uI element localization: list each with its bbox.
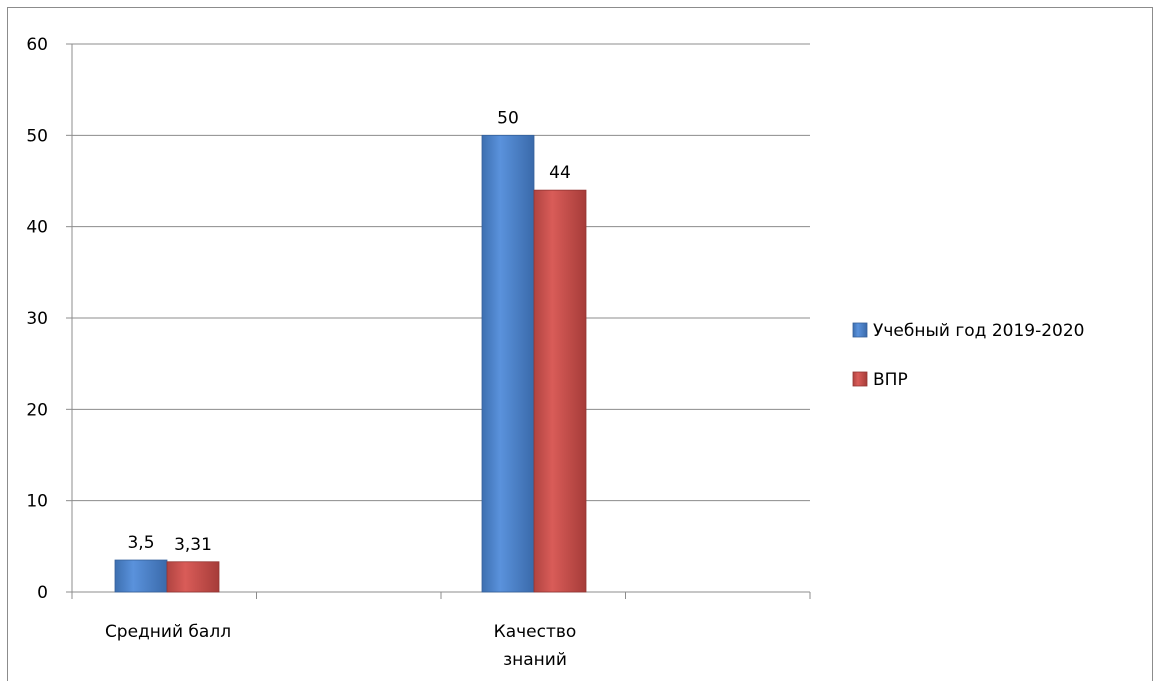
data-label: 44: [549, 163, 571, 183]
legend-swatch-vpr: [852, 371, 868, 387]
bar-vpr-0: [166, 561, 220, 593]
labels: 0 10 20 30 40 50 60 3,5 3,31 Средний балл 50 44 Каче…: [26, 35, 576, 670]
y-tick-label: 10: [26, 492, 48, 512]
legend: Учебный год 2019-2020 ВПР: [852, 321, 1085, 390]
y-tick-label: 60: [26, 35, 48, 55]
data-label: 3,5: [127, 533, 154, 553]
legend-label: Учебный год 2019-2020: [873, 321, 1085, 341]
x-category-label: Качество знаний: [494, 622, 577, 670]
axes: [66, 43, 811, 599]
x-category-label-line: Качество: [494, 622, 577, 642]
bar-uchebny-god-1: [481, 134, 535, 593]
data-label: 50: [497, 108, 519, 128]
bars: [114, 134, 587, 593]
legend-swatch-uchebny-god: [852, 322, 868, 338]
bar-vpr-1: [533, 189, 587, 593]
legend-label: ВПР: [873, 370, 908, 390]
bar-uchebny-god-0: [114, 559, 168, 593]
y-tick-label: 30: [26, 309, 48, 329]
x-category-label: Средний балл: [105, 622, 231, 642]
data-label: 3,31: [174, 535, 212, 555]
y-tick-label: 40: [26, 218, 48, 238]
x-category-label-line: знаний: [503, 650, 567, 670]
gridlines: [72, 43, 810, 502]
y-tick-label: 0: [37, 583, 48, 603]
y-tick-label: 50: [26, 126, 48, 146]
y-tick-label: 20: [26, 400, 48, 420]
